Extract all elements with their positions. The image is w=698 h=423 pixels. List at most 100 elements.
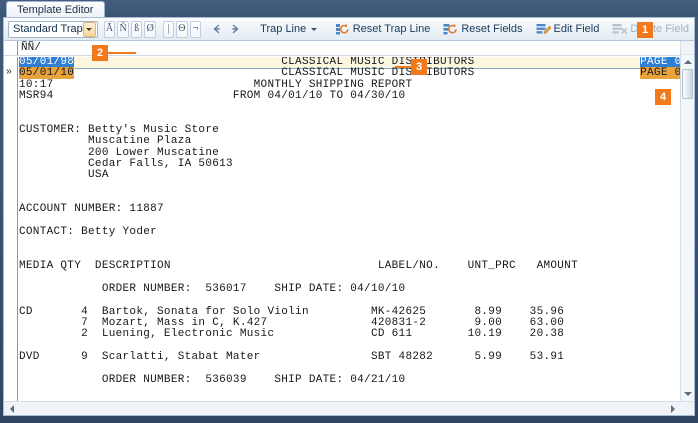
document-line[interactable]: MSR94 FROM 04/01/10 TO 04/30/10 [19, 90, 680, 103]
document-line[interactable]: ACCOUNT NUMBER: 11887 [19, 204, 680, 215]
document-line[interactable]: DVD 9 Scarlatti, Stabat Mater SBT 48282 … [19, 350, 680, 363]
line-text: ACCOUNT NUMBER: 11887 [19, 203, 164, 216]
trap-code-strip[interactable]: ÑÑ/ [4, 41, 694, 56]
line-text: Muscatine Plaza [19, 135, 192, 148]
document-line[interactable]: 05/01/10 CLASSICAL MUSIC DISTRIBUTORS PA… [19, 67, 680, 80]
reset-fields-icon [443, 23, 458, 35]
edit-field-label: Edit Field [553, 23, 600, 35]
document-line[interactable]: 05/01/98 CLASSICAL MUSIC DISTRIBUTORS PA… [19, 57, 680, 69]
selected-field[interactable]: PAGE 01 [640, 57, 680, 68]
reset-fields-button[interactable]: Reset Fields [438, 19, 527, 40]
document-line[interactable]: Muscatine Plaza [19, 136, 680, 147]
line-text: MEDIA QTY DESCRIPTION LABEL/NO. UNT_PRC … [19, 260, 578, 273]
document-line[interactable]: Cedar Falls, IA 50613 [19, 158, 680, 171]
arrow-right-icon [670, 404, 675, 413]
pipe-button[interactable]: | [162, 20, 175, 38]
document-line[interactable]: ORDER NUMBER: 536039 SHIP DATE: 04/21/10 [19, 373, 680, 386]
scroll-down-button[interactable] [681, 388, 694, 400]
scroll-corner [681, 41, 694, 55]
callout-badge-2: 2 [92, 45, 108, 61]
document-line[interactable]: 200 Lower Muscatine [19, 146, 680, 159]
template-select[interactable]: Standard Trap [8, 20, 98, 38]
line-text: ORDER NUMBER: 536017 SHIP DATE: 04/10/10 [19, 282, 406, 295]
document-line[interactable]: CD 4 Bartok, Sonata for Solo Violin MK-4… [19, 305, 680, 318]
line-text: CLASSICAL MUSIC DISTRIBUTORS [74, 57, 641, 68]
vertical-scroll-thumb[interactable] [682, 69, 693, 99]
trapped-field[interactable]: PAGE 01 [640, 67, 680, 80]
line-text: Cedar Falls, IA 50613 [19, 158, 233, 171]
document-line[interactable] [19, 386, 680, 397]
vertical-scrollbar[interactable] [680, 41, 694, 401]
line-text: MSR94 FROM 04/01/10 TO 04/30/10 [19, 90, 406, 103]
callout-badge-1: 1 [637, 22, 653, 38]
o-slash-button[interactable]: Ø [144, 20, 157, 38]
document-line[interactable]: ORDER NUMBER: 536017 SHIP DATE: 04/10/10 [19, 282, 680, 295]
tab-template-editor[interactable]: Template Editor [6, 1, 106, 17]
horizontal-scrollbar[interactable] [4, 401, 694, 415]
line-text: USA [19, 169, 109, 182]
line-gutter[interactable]: » [4, 57, 18, 401]
eszett-icon: ß [134, 23, 140, 34]
reset-trap-line-icon [335, 23, 349, 35]
document-line[interactable]: 7 Mozart, Mass in C, K.427 420831-2 9.00… [19, 316, 680, 329]
back-arrow-icon [213, 24, 220, 34]
scroll-left-button[interactable] [6, 403, 17, 414]
template-select-value: Standard Trap [13, 23, 83, 35]
arrow-left-icon [9, 404, 14, 413]
eszett-button[interactable]: ß [130, 20, 143, 38]
o-slash-icon: Ø [146, 23, 154, 34]
not-sign-button[interactable]: ¬ [189, 20, 202, 38]
document-line[interactable]: CUSTOMER: Betty's Music Store [19, 124, 680, 136]
line-text: CLASSICAL MUSIC DISTRIBUTORS [74, 67, 641, 80]
document-line[interactable]: 2 Luening, Electronic Music CD 611 10.19… [19, 329, 680, 340]
back-button[interactable] [208, 21, 225, 38]
document-line[interactable] [19, 182, 680, 193]
forward-arrow-icon [232, 24, 238, 34]
title-bar: Template Editor [0, 0, 698, 17]
document-line[interactable]: CONTACT: Betty Yoder [19, 226, 680, 239]
current-row-marker: » [6, 67, 13, 78]
tab-label: Template Editor [17, 3, 94, 16]
scroll-right-button[interactable] [667, 403, 678, 414]
line-text: CD 4 Bartok, Sonata for Solo Violin MK-4… [19, 305, 565, 318]
document-line[interactable] [19, 102, 680, 113]
document-text[interactable]: 05/01/98 CLASSICAL MUSIC DISTRIBUTORS PA… [19, 57, 680, 401]
delete-field-icon [612, 24, 628, 34]
scroll-up-button[interactable] [681, 56, 694, 68]
not-sign-icon: ¬ [192, 23, 199, 34]
arrow-down-icon [683, 392, 692, 396]
trap-code-value: ÑÑ/ [21, 42, 41, 54]
a-macron-icon: Ā [105, 23, 114, 34]
document-pane[interactable]: » 05/01/98 CLASSICAL MUSIC DISTRIBUTORS … [4, 57, 680, 401]
forward-button[interactable] [227, 21, 244, 38]
template-editor-pane: ÑÑ/ » 05/01/98 CLASSICAL MUSIC DISTRIBUT… [3, 41, 695, 416]
chevron-down-icon[interactable] [82, 21, 96, 37]
callout-leader-line [108, 52, 136, 54]
edit-field-icon [536, 24, 551, 34]
document-line[interactable]: 10:17 MONTHLY SHIPPING REPORT [19, 79, 680, 91]
chevron-down-icon [311, 27, 318, 31]
trapped-field[interactable]: 05/01/10 [19, 67, 75, 80]
callout-leader-line [395, 66, 411, 68]
edit-field-button[interactable]: Edit Field [531, 19, 605, 40]
pipe-icon: | [167, 23, 170, 34]
line-text: ORDER NUMBER: 536039 SHIP DATE: 04/21/10 [19, 373, 406, 386]
selected-field[interactable]: 05/01/98 [19, 57, 75, 68]
line-text: 7 Mozart, Mass in C, K.427 420831-2 9.00… [19, 316, 565, 329]
trap-line-menu[interactable]: Trap Line [252, 19, 322, 40]
n-tilde-button[interactable]: Ñ [117, 20, 129, 38]
line-text: DVD 9 Scarlatti, Stabat Mater SBT 48282 … [19, 350, 565, 363]
reset-fields-label: Reset Fields [461, 23, 523, 35]
line-text: CONTACT: Betty Yoder [19, 226, 158, 239]
line-text: 2 Luening, Electronic Music CD 611 10.19… [19, 328, 565, 341]
theta-button[interactable]: Θ [176, 20, 188, 38]
document-line[interactable]: USA [19, 170, 680, 181]
theta-icon: Θ [178, 23, 186, 34]
line-text: 200 Lower Muscatine [19, 146, 220, 159]
a-macron-button[interactable]: Ā [103, 20, 116, 38]
document-line[interactable] [19, 239, 680, 250]
n-tilde-icon: Ñ [119, 23, 127, 34]
document-line[interactable]: MEDIA QTY DESCRIPTION LABEL/NO. UNT_PRC … [19, 261, 680, 272]
reset-trap-line-button[interactable]: Reset Trap Line [330, 19, 436, 40]
